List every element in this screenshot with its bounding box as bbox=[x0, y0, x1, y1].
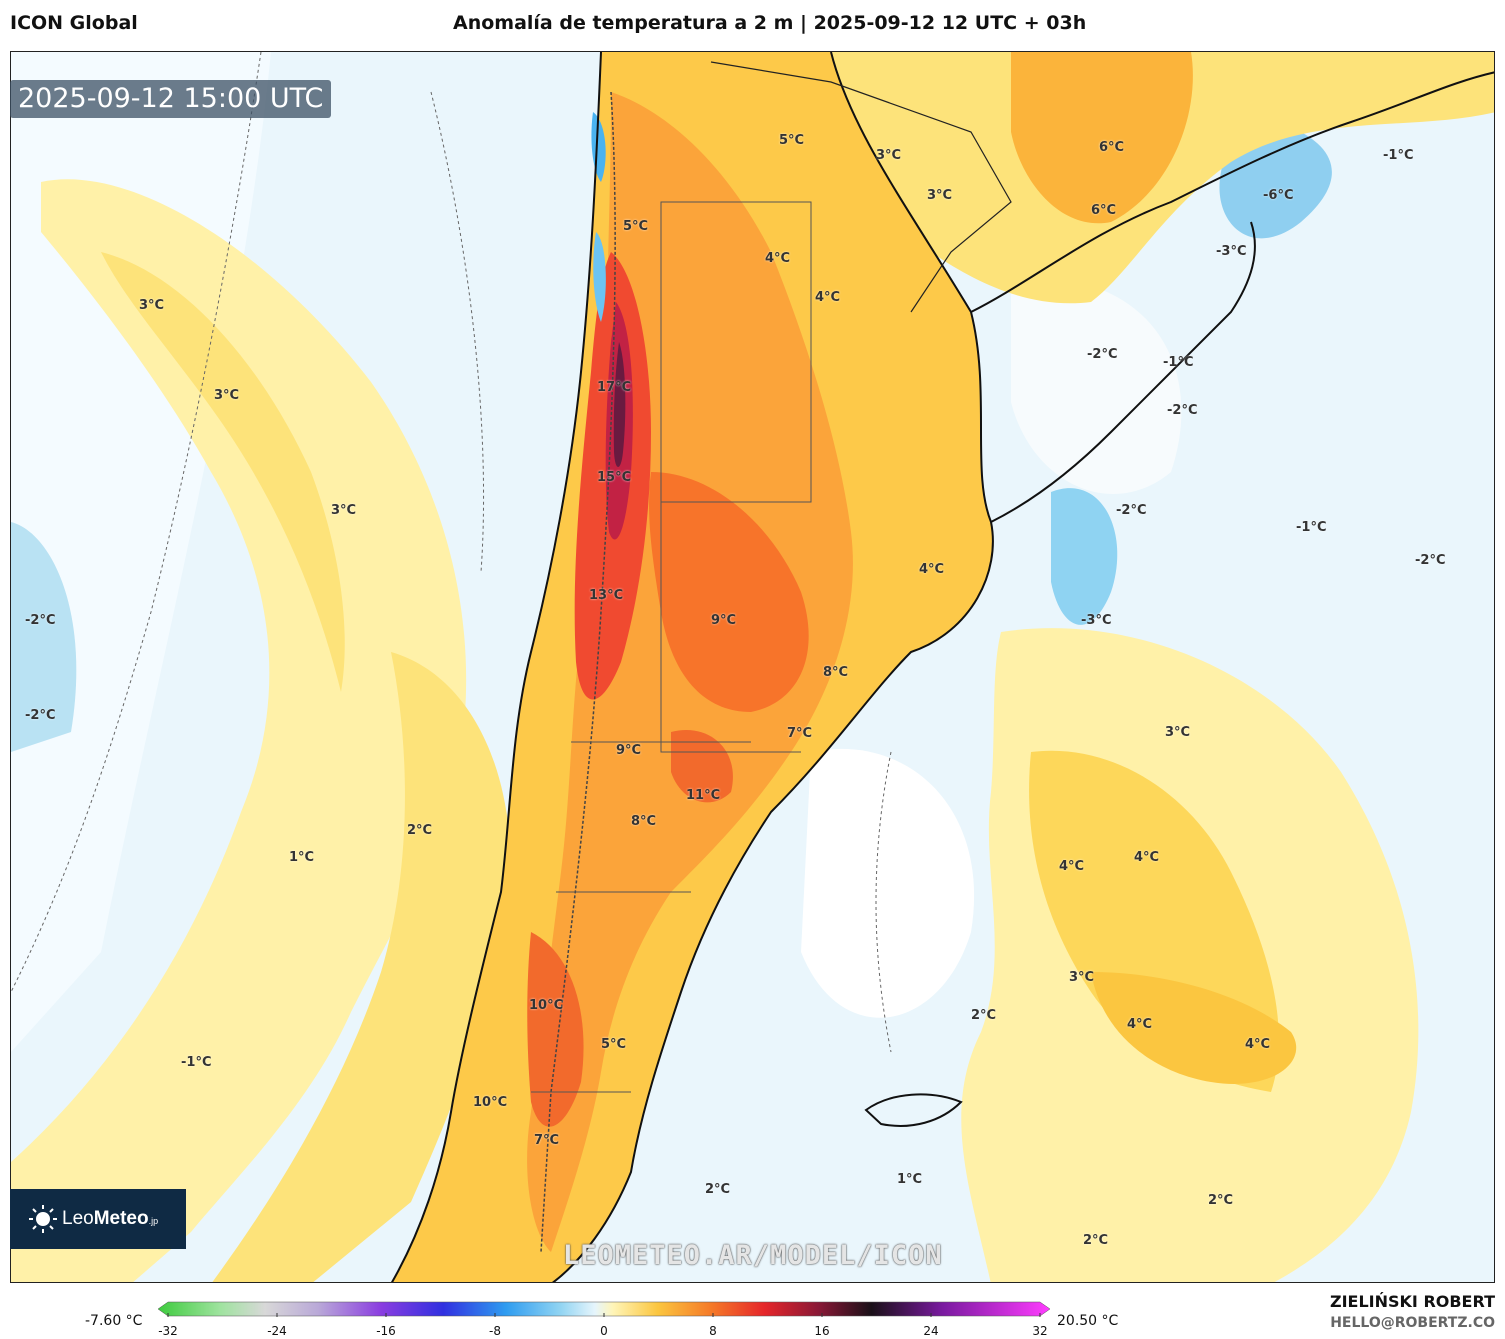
contour-label: 3°C bbox=[331, 503, 357, 518]
temperature-anomaly-map: 3°C 3°C 3°C -2°C -2°C 2°C 1°C -1°C 5°C 17°C 15°C 13… bbox=[10, 51, 1495, 1283]
contour-label: 3°C bbox=[1165, 725, 1191, 740]
contour-label: 4°C bbox=[919, 562, 945, 577]
colorbar-min-label: -7.60 °C bbox=[85, 1313, 143, 1329]
contour-label: 5°C bbox=[601, 1037, 627, 1052]
contour-label: -2°C bbox=[1116, 503, 1147, 518]
contour-label: 9°C bbox=[616, 743, 642, 758]
contour-label: 4°C bbox=[765, 251, 791, 266]
contour-label: 1°C bbox=[289, 850, 315, 865]
contour-label: 1°C bbox=[897, 1172, 923, 1187]
contour-label: -1°C bbox=[1383, 148, 1414, 163]
author-name: ZIELIŃSKI ROBERT bbox=[1329, 1292, 1495, 1311]
colorbar-max-label: 20.50 °C bbox=[1057, 1313, 1119, 1329]
contour-label: -2°C bbox=[1415, 553, 1446, 568]
colorbar-tick-label: 32 bbox=[1032, 1324, 1048, 1338]
contour-label: 4°C bbox=[1127, 1017, 1153, 1032]
contour-label: -2°C bbox=[25, 708, 56, 723]
contour-label: 4°C bbox=[815, 290, 841, 305]
colorbar-tick-label: -32 bbox=[158, 1324, 178, 1338]
contour-label: 8°C bbox=[823, 665, 849, 680]
valid-time-badge: 2025-09-12 15:00 UTC bbox=[10, 80, 332, 118]
contour-label: 13°C bbox=[589, 588, 624, 603]
colorbar-tick-label: 24 bbox=[923, 1324, 939, 1338]
contour-label: 2°C bbox=[407, 823, 433, 838]
watermark-url: LEOMETEO.AR/MODEL/ICON bbox=[563, 1240, 943, 1271]
contour-label: 8°C bbox=[631, 814, 657, 829]
contour-label: 2°C bbox=[1083, 1233, 1109, 1248]
contour-label: -2°C bbox=[1167, 403, 1198, 418]
contour-label: 2°C bbox=[705, 1182, 731, 1197]
contour-label: 15°C bbox=[597, 470, 632, 485]
contour-label: 4°C bbox=[1134, 850, 1160, 865]
colorbar-tick-label: 0 bbox=[600, 1324, 608, 1338]
contour-label: 2°C bbox=[971, 1008, 997, 1023]
logo-text: LeoMeteo.jp bbox=[62, 1208, 159, 1229]
contour-label: -1°C bbox=[1296, 520, 1327, 535]
contour-label: 6°C bbox=[1091, 203, 1117, 218]
contour-label: 9°C bbox=[711, 613, 737, 628]
contour-label: 4°C bbox=[1245, 1037, 1271, 1052]
map-canvas bbox=[11, 52, 1494, 1282]
contour-label: 10°C bbox=[473, 1095, 508, 1110]
contour-label: 3°C bbox=[1069, 970, 1095, 985]
contour-label: 4°C bbox=[1059, 859, 1085, 874]
colorbar-tick-label: 8 bbox=[709, 1324, 717, 1338]
model-name: ICON Global bbox=[10, 12, 138, 34]
author-email[interactable]: HELLO@ROBERTZ.CO bbox=[1330, 1315, 1495, 1331]
colorbar bbox=[158, 1301, 1050, 1317]
contour-label: -3°C bbox=[1081, 613, 1112, 628]
contour-label: 17°C bbox=[597, 380, 632, 395]
colorbar-tick-label: 16 bbox=[814, 1324, 830, 1338]
contour-label: 11°C bbox=[686, 788, 721, 803]
contour-label: -3°C bbox=[1216, 244, 1247, 259]
contour-label: 5°C bbox=[623, 219, 649, 234]
map-title: Anomalía de temperatura a 2 m | 2025-09-… bbox=[453, 12, 1087, 34]
contour-label: -6°C bbox=[1263, 188, 1294, 203]
contour-label: 7°C bbox=[534, 1133, 560, 1148]
leometeo-logo[interactable]: LeoMeteo.jp bbox=[10, 1189, 186, 1249]
sun-icon bbox=[29, 1205, 57, 1233]
contour-label: 10°C bbox=[529, 998, 564, 1013]
contour-label: 6°C bbox=[1099, 140, 1125, 155]
colorbar-tick-label: -16 bbox=[376, 1324, 396, 1338]
contour-label: 7°C bbox=[787, 726, 813, 741]
contour-label: 3°C bbox=[876, 148, 902, 163]
contour-label: -1°C bbox=[1163, 355, 1194, 370]
contour-label: 3°C bbox=[139, 298, 165, 313]
contour-label: 3°C bbox=[214, 388, 240, 403]
colorbar-tick-label: -24 bbox=[267, 1324, 287, 1338]
contour-label: -2°C bbox=[25, 613, 56, 628]
colorbar-tick-label: -8 bbox=[489, 1324, 501, 1338]
contour-label: 3°C bbox=[927, 188, 953, 203]
contour-label: 2°C bbox=[1208, 1193, 1234, 1208]
contour-label: 5°C bbox=[779, 133, 805, 148]
contour-label: -1°C bbox=[181, 1055, 212, 1070]
contour-label: -2°C bbox=[1087, 347, 1118, 362]
